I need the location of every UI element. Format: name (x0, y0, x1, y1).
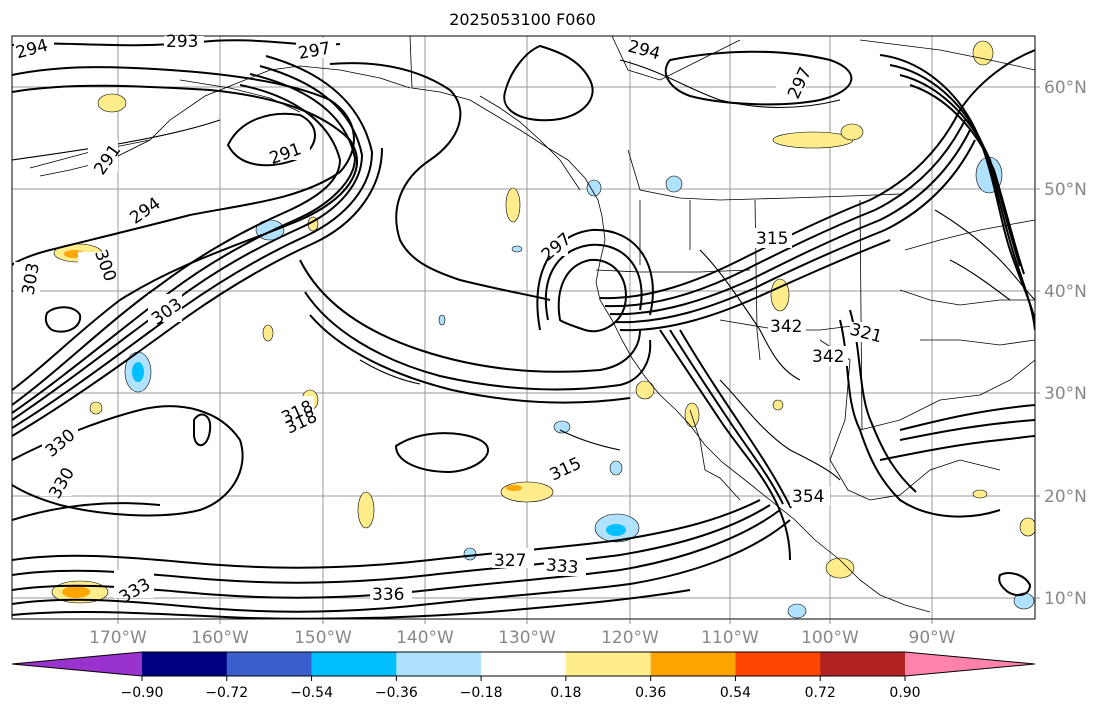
longitude-label: 140°W (396, 628, 454, 648)
colorbar-tick-label: 0.18 (550, 685, 581, 701)
colorbar-segment (565, 652, 652, 676)
longitude-label: 130°W (498, 628, 556, 648)
map-frame (11, 35, 1036, 620)
longitude-labels: 170°W 160°W 150°W 140°W 130°W 120°W 110°W 100°W… (89, 619, 956, 648)
contour-label: 342 (770, 317, 802, 337)
colorbar-tick-label: −0.54 (290, 685, 333, 701)
colorbar-segment (226, 652, 313, 676)
latitude-label: 50°N (1044, 180, 1087, 200)
map-title: 2025053100 F060 (449, 10, 596, 29)
colorbar-extend-max (905, 652, 1035, 676)
colorbar-tick-label: −0.90 (121, 685, 164, 701)
colorbar-segment (650, 652, 736, 676)
colorbar-tick-label: 0.90 (889, 685, 920, 701)
colorbar-tick-label: 0.72 (805, 685, 836, 701)
colorbar-tick-label: −0.72 (205, 685, 248, 701)
colorbar-tick-label: 0.36 (635, 685, 666, 701)
latitude-label: 10°N (1044, 589, 1087, 609)
contour-label: 354 (792, 487, 824, 507)
latitude-labels: 60°N 50°N 40°N 30°N 20°N 10°N (1035, 78, 1087, 609)
longitude-label: 150°W (294, 628, 352, 648)
longitude-label: 160°W (191, 628, 249, 648)
longitude-label: 100°W (801, 628, 859, 648)
colorbar-segment (481, 652, 567, 676)
longitude-label: 120°W (601, 628, 659, 648)
contour-label: 293 (166, 32, 198, 52)
contour-label: 336 (372, 585, 404, 605)
contour-label: 333 (545, 555, 579, 578)
latitude-label: 60°N (1044, 78, 1087, 98)
colorbar: −0.90 −0.72 −0.54 −0.36 −0.18 0.18 0.36 0.54 0.7… (11, 651, 1036, 701)
colorbar-extend-min (12, 652, 142, 676)
contour-label: 327 (494, 551, 526, 571)
longitude-label: 90°W (909, 628, 956, 648)
latitude-label: 40°N (1044, 282, 1087, 302)
colorbar-segment (396, 652, 482, 676)
colorbar-tick-label: 0.54 (720, 685, 751, 701)
latitude-label: 20°N (1044, 487, 1087, 507)
colorbar-segment (142, 652, 228, 676)
colorbar-segment (820, 652, 906, 676)
colorbar-segment (735, 652, 821, 676)
contour-label-group: 294 293 297 294 297 291 291 294 297 303 … (14, 32, 884, 608)
longitude-label: 110°W (701, 628, 759, 648)
longitude-label: 170°W (89, 628, 147, 648)
colorbar-tick-label: −0.36 (375, 685, 418, 701)
colorbar-segment (311, 652, 397, 676)
contour-label: 342 (812, 347, 844, 367)
latitude-label: 30°N (1044, 384, 1087, 404)
colorbar-tick-label: −0.18 (460, 685, 503, 701)
coastlines (29, 36, 1035, 613)
contour-lines-thin (12, 59, 1035, 481)
contour-label: 315 (756, 229, 788, 249)
